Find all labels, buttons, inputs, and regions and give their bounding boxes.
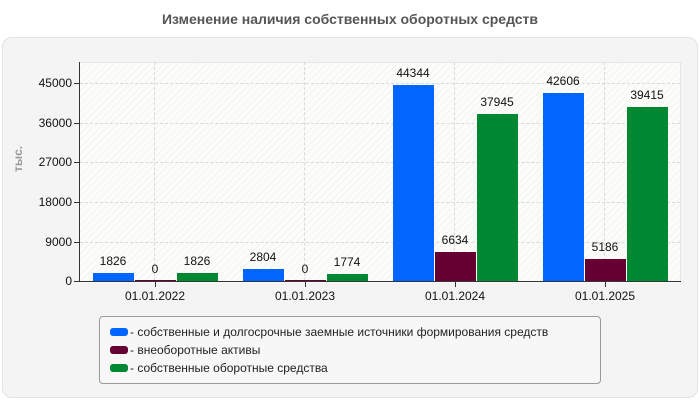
legend-swatch-icon <box>110 328 128 336</box>
x-axis <box>79 281 681 282</box>
legend-item-sources[interactable]: - собственные и долгосрочные заемные ист… <box>110 324 548 340</box>
legend: - собственные и долгосрочные заемные ист… <box>99 316 601 384</box>
legend-swatch-icon <box>110 346 128 354</box>
legend-label: - собственные и долгосрочные заемные ист… <box>130 325 549 339</box>
value-label: 37945 <box>480 95 514 109</box>
x-tick-label: 01.01.2024 <box>424 289 486 303</box>
gridline <box>80 242 680 243</box>
x-tick-label: 01.01.2023 <box>274 289 336 303</box>
legend-swatch-icon <box>110 364 128 372</box>
y-tick-label: 18000 <box>38 195 72 209</box>
bar-sources-2025 <box>543 93 584 281</box>
value-label: 0 <box>301 262 309 276</box>
legend-item-working-capital[interactable]: - собственные оборотные средства <box>110 360 328 376</box>
x-tick-label: 01.01.2025 <box>574 289 636 303</box>
gridline <box>80 83 680 84</box>
bar-noncurrent-2023 <box>285 280 326 281</box>
gridline <box>80 202 680 203</box>
y-tick-label: 45000 <box>38 76 72 90</box>
gridline <box>154 62 155 281</box>
value-label: 1774 <box>333 255 361 269</box>
bar-working-capital-2023 <box>327 274 368 281</box>
value-label: 2804 <box>249 250 277 264</box>
y-axis-title: тыс. <box>11 145 25 172</box>
bar-working-capital-2022 <box>177 273 218 281</box>
y-axis <box>79 62 80 282</box>
gridline <box>454 62 455 281</box>
gridline <box>80 123 680 124</box>
value-label: 6634 <box>441 233 469 247</box>
y-tick <box>74 281 79 282</box>
value-label: 1826 <box>183 254 211 268</box>
value-label: 39415 <box>630 88 664 102</box>
y-tick <box>74 202 79 203</box>
chart-title: Изменение наличия собственных оборотных … <box>161 11 539 27</box>
value-label: 42606 <box>546 74 580 88</box>
legend-label: - собственные оборотные средства <box>130 361 328 375</box>
x-tick-label: 01.01.2022 <box>124 289 186 303</box>
y-tick-label: 36000 <box>38 116 72 130</box>
bar-working-capital-2024 <box>477 114 518 281</box>
bar-sources-2022 <box>93 273 134 281</box>
bar-sources-2023 <box>243 269 284 281</box>
gridline <box>80 162 680 163</box>
bar-working-capital-2025 <box>627 107 668 281</box>
legend-item-noncurrent-assets[interactable]: - внеоборотные активы <box>110 342 260 358</box>
y-tick-label: 0 <box>65 274 72 288</box>
bar-noncurrent-2022 <box>135 280 176 281</box>
bar-sources-2024 <box>393 85 434 281</box>
bar-noncurrent-2024 <box>435 252 476 281</box>
y-tick <box>74 123 79 124</box>
value-label: 44344 <box>396 66 430 80</box>
x-tick <box>155 282 156 287</box>
y-tick-label: 27000 <box>38 155 72 169</box>
y-tick <box>74 162 79 163</box>
y-tick-label: 9000 <box>45 235 72 249</box>
value-label: 0 <box>151 262 159 276</box>
legend-label: - внеоборотные активы <box>130 343 261 357</box>
x-tick <box>305 282 306 287</box>
y-tick <box>74 83 79 84</box>
gridline <box>304 62 305 281</box>
y-tick <box>74 242 79 243</box>
x-tick <box>455 282 456 287</box>
gridline <box>604 62 605 281</box>
bar-noncurrent-2025 <box>585 259 626 281</box>
value-label: 5186 <box>591 240 619 254</box>
x-tick <box>605 282 606 287</box>
value-label: 1826 <box>99 254 127 268</box>
